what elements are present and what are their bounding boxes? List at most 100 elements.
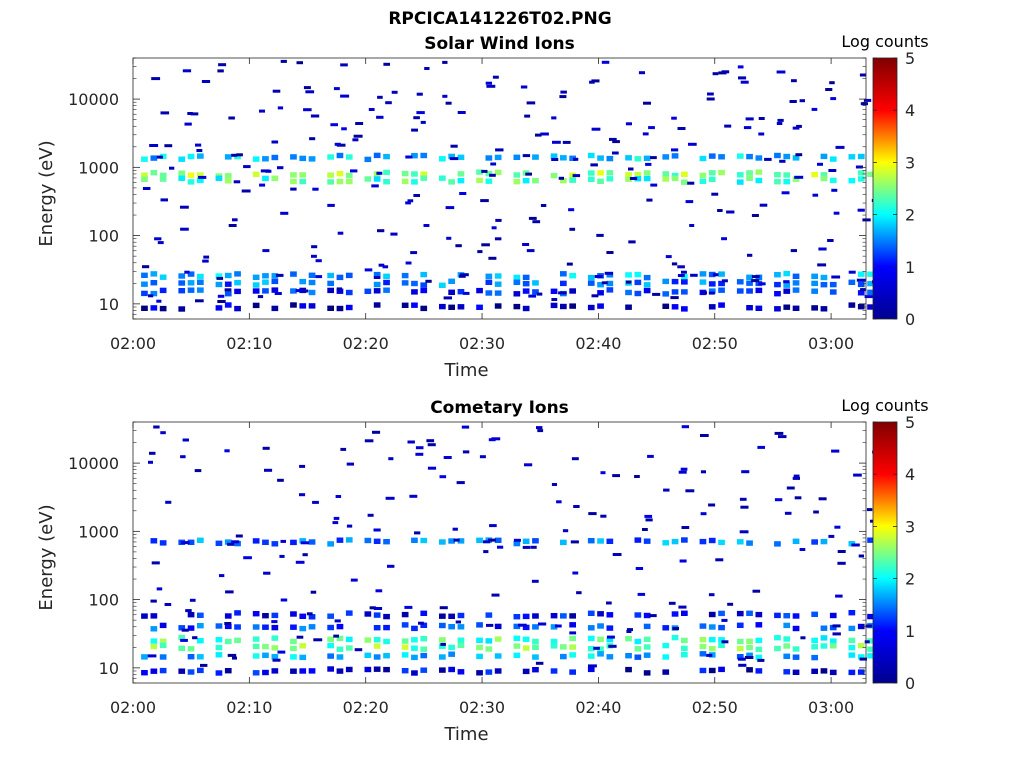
heatmap-cell [708, 153, 716, 159]
heatmap-cell [376, 171, 383, 175]
heatmap-cell [178, 288, 186, 294]
heatmap-cell [452, 527, 458, 531]
heatmap-cell [439, 643, 446, 649]
heatmap-cell [642, 132, 649, 136]
heatmap-cell [290, 638, 297, 645]
heatmap-cell [569, 622, 576, 628]
heatmap-cell [795, 153, 803, 157]
heatmap-cell [485, 81, 492, 85]
heatmap-cell [848, 154, 856, 160]
heatmap-cell [416, 111, 425, 115]
heatmap-cell [327, 653, 334, 659]
heatmap-cell [485, 669, 493, 675]
heatmap-cell [187, 539, 195, 545]
heatmap-cell [783, 669, 791, 675]
heatmap-cell [308, 272, 316, 278]
heatmap-cell [606, 287, 614, 293]
heatmap-cell [252, 156, 260, 162]
heatmap-cell [195, 143, 202, 147]
heatmap-cell [457, 612, 465, 619]
heatmap-cell [310, 590, 317, 594]
heatmap-cell [832, 632, 841, 636]
heatmap-cell [459, 273, 469, 277]
heatmap-cell [494, 273, 502, 279]
heatmap-cell [597, 611, 604, 617]
heatmap-cell [401, 638, 409, 644]
heatmap-cell [491, 226, 497, 230]
heatmap-cell [857, 153, 865, 160]
heatmap-cell [476, 670, 483, 676]
x-tick-label: 02:30 [459, 698, 505, 717]
heatmap-cell [159, 287, 167, 294]
heatmap-cell [157, 241, 164, 245]
heatmap-cell [708, 288, 716, 294]
heatmap-cell [783, 636, 791, 642]
heatmap-cell [560, 653, 567, 660]
heatmap-cell [783, 282, 791, 288]
heatmap-cell [681, 526, 690, 529]
heatmap-cell [638, 71, 645, 75]
heatmap-cell [708, 304, 716, 310]
panel-title: Solar Wind Ions [424, 34, 575, 54]
heatmap-cell [757, 445, 765, 449]
heatmap-cell [150, 638, 158, 644]
heatmap-cell [299, 178, 307, 185]
heatmap-cell [401, 272, 409, 279]
heatmap-cell [197, 537, 204, 543]
heatmap-cell [587, 176, 595, 182]
heatmap-cell [490, 162, 497, 166]
heatmap-cell [279, 554, 285, 558]
heatmap-cell [178, 625, 186, 631]
heatmap-cell [708, 646, 716, 652]
heatmap-cell [746, 153, 753, 160]
heatmap-cell [345, 610, 353, 616]
heatmap-cell [153, 425, 160, 429]
colorbar-label: Log counts [841, 396, 928, 415]
heatmap-cell [606, 155, 614, 162]
heatmap-cell [141, 305, 148, 311]
heatmap-cell [831, 275, 841, 279]
heatmap-cell [721, 279, 728, 283]
heatmap-cell [494, 303, 502, 309]
heatmap-cell [373, 625, 381, 631]
heatmap-cell [820, 274, 828, 281]
heatmap-cell [532, 220, 541, 224]
heatmap-cell [290, 539, 297, 546]
heatmap-cell [159, 274, 167, 280]
heatmap-cell [522, 545, 531, 549]
heatmap-cell [532, 624, 539, 630]
heatmap-cell [411, 280, 418, 287]
heatmap-cell [345, 645, 353, 651]
heatmap-cell [671, 289, 679, 295]
heatmap-cell [746, 170, 753, 176]
heatmap-cell [513, 154, 521, 160]
heatmap-cell [308, 303, 316, 309]
heatmap-cell [494, 653, 502, 659]
heatmap-cell [262, 249, 270, 253]
heatmap-cell [513, 643, 521, 649]
heatmap-cell [522, 645, 530, 651]
heatmap-cell [799, 548, 806, 551]
heatmap-cell [625, 122, 632, 126]
heatmap-cell [792, 538, 800, 544]
heatmap-cell [792, 155, 800, 161]
heatmap-cell [439, 539, 446, 545]
heatmap-cell [671, 538, 679, 545]
heatmap-cell [532, 667, 539, 673]
heatmap-cell [197, 654, 204, 660]
heatmap-cell [550, 302, 558, 309]
heatmap-cell [799, 99, 805, 103]
heatmap-cell [488, 538, 496, 542]
heatmap-cell [590, 163, 598, 167]
heatmap-cell [721, 237, 727, 241]
heatmap-cell [792, 287, 800, 293]
heatmap-cell [532, 638, 539, 645]
heatmap-cell [587, 274, 595, 281]
heatmap-cell [738, 76, 747, 80]
heatmap-cell [141, 654, 148, 660]
heatmap-cell [537, 429, 544, 433]
heatmap-cell [215, 670, 223, 676]
heatmap-cell [327, 287, 334, 294]
heatmap-cell [459, 274, 466, 278]
heatmap-cell [635, 567, 644, 570]
